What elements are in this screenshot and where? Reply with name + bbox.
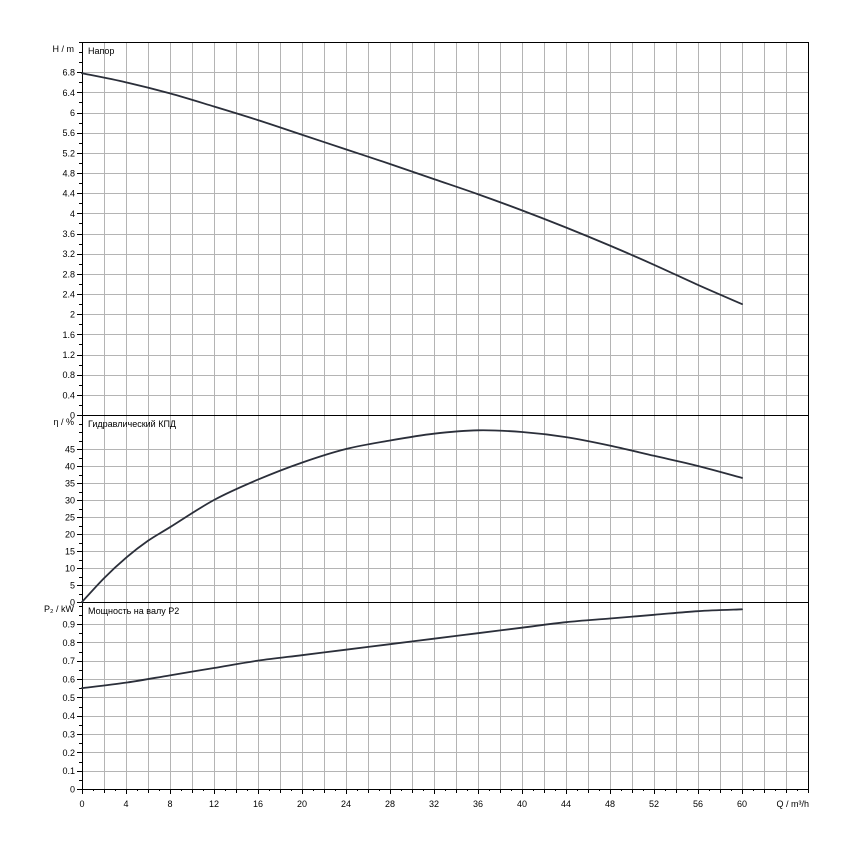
y-tick-label: 20 xyxy=(65,530,75,540)
x-tick-label: 48 xyxy=(605,799,615,809)
y-axis-label: η / % xyxy=(53,417,74,427)
y-tick-label: 0.2 xyxy=(62,748,75,758)
y-tick-label: 0 xyxy=(70,785,75,795)
panel-label: Мощность на валу P2 xyxy=(88,606,179,616)
y-tick-label: 4 xyxy=(70,209,75,219)
y-tick-label: 2.8 xyxy=(62,269,75,279)
y-tick-label: 0 xyxy=(70,411,75,421)
y-tick-label: 0.6 xyxy=(62,675,75,685)
panel-frame xyxy=(82,42,809,416)
x-tick-label: 24 xyxy=(341,799,351,809)
y-axis-label: H / m xyxy=(53,44,75,54)
y-tick-label: 6.8 xyxy=(62,68,75,78)
x-tick-label: 28 xyxy=(385,799,395,809)
panel-label: Напор xyxy=(88,46,114,56)
x-tick-label: 0 xyxy=(79,799,84,809)
y-tick-label: 0.8 xyxy=(62,370,75,380)
y-tick-label: 25 xyxy=(65,513,75,523)
y-tick-label: 2.4 xyxy=(62,290,75,300)
y-tick-label: 3.6 xyxy=(62,229,75,239)
y-tick-label: 0.5 xyxy=(62,693,75,703)
y-tick-label: 4.8 xyxy=(62,169,75,179)
series-line xyxy=(81,72,743,306)
curve-layer xyxy=(81,72,743,690)
series-line xyxy=(81,429,743,603)
y-tick-label: 4.4 xyxy=(62,189,75,199)
y-tick-label: 2 xyxy=(70,310,75,320)
y-tick-label: 5 xyxy=(70,581,75,591)
y-tick-label: 5.2 xyxy=(62,148,75,158)
y-tick-label: 0.3 xyxy=(62,730,75,740)
y-tick-label: 3.2 xyxy=(62,249,75,259)
tick-layer xyxy=(77,42,809,794)
x-tick-label: 44 xyxy=(561,799,571,809)
y-tick-label: 45 xyxy=(65,445,75,455)
frame-layer xyxy=(82,42,809,790)
y-tick-label: 0.8 xyxy=(62,638,75,648)
y-tick-label: 35 xyxy=(65,479,75,489)
y-tick-label: 10 xyxy=(65,564,75,574)
x-tick-label: 56 xyxy=(693,799,703,809)
y-tick-label: 0.4 xyxy=(62,390,75,400)
y-tick-label: 0.7 xyxy=(62,656,75,666)
y-tick-label: 15 xyxy=(65,547,75,557)
y-tick-label: 0 xyxy=(70,598,75,608)
y-tick-label: 5.6 xyxy=(62,128,75,138)
x-tick-label: 8 xyxy=(167,799,172,809)
x-tick-label: 20 xyxy=(297,799,307,809)
x-tick-label: 32 xyxy=(429,799,439,809)
x-tick-label: 16 xyxy=(253,799,263,809)
panel-frame xyxy=(82,602,809,790)
x-tick-label: 36 xyxy=(473,799,483,809)
y-axis-label: P₂ / kW xyxy=(44,604,74,614)
y-tick-label: 0.4 xyxy=(62,711,75,721)
y-tick-label: 6 xyxy=(70,108,75,118)
panel-label: Гидравлический КПД xyxy=(88,419,176,429)
panel-frame xyxy=(82,415,809,603)
y-tick-label: 1.2 xyxy=(62,350,75,360)
y-tick-label: 0.1 xyxy=(62,766,75,776)
series-line xyxy=(81,608,743,690)
text-layer: 0 0.4 0.8 1.2 1.6 2 2.4 2.8 3.2 3.6 4 4.4 4.8 5.2 5.6 6… xyxy=(44,44,809,809)
x-tick-label: 4 xyxy=(123,799,128,809)
x-axis-label: Q / m³/h xyxy=(776,799,809,809)
x-tick-label: 12 xyxy=(209,799,219,809)
y-tick-label: 30 xyxy=(65,496,75,506)
x-tick-label: 40 xyxy=(517,799,527,809)
y-tick-label: 40 xyxy=(65,462,75,472)
y-tick-label: 6.4 xyxy=(62,88,75,98)
x-tick-label: 52 xyxy=(649,799,659,809)
x-tick-label: 60 xyxy=(737,799,747,809)
y-tick-label: 0.9 xyxy=(62,620,75,630)
y-tick-label: 1.6 xyxy=(62,330,75,340)
